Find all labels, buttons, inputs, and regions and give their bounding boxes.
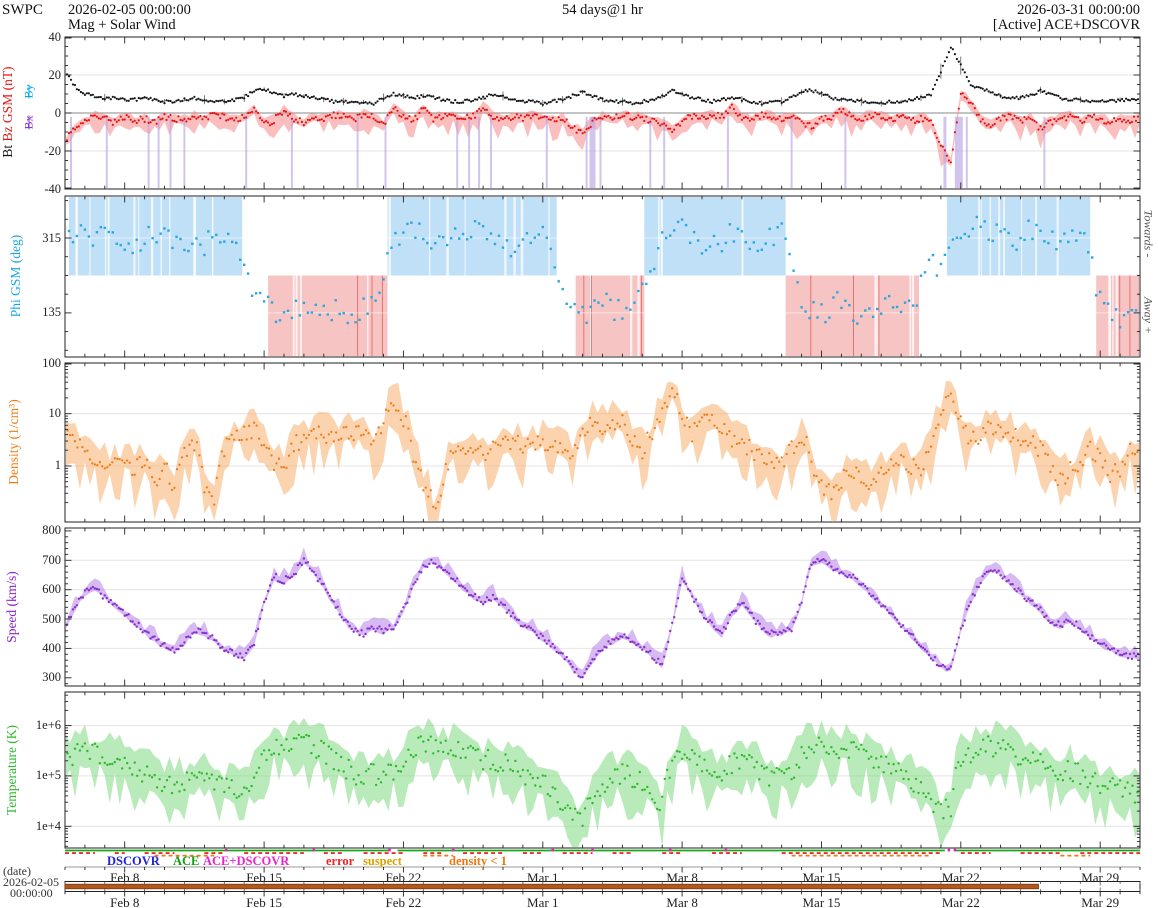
date-axis-label: (date) [3,864,31,878]
date-tick-label: Mar 1 [527,894,559,908]
panel-mag[interactable] [64,46,1141,188]
legend-item-dscovr[interactable]: DSCOVR [107,854,160,868]
y-tick-label: -20 [44,143,61,158]
y-tick-label: 20 [48,67,62,82]
y-tick-label: 500 [42,611,61,626]
legend-item-suspect: suspect [363,854,402,868]
date-tick-label: Mar 29 [1081,870,1120,885]
y-tick-label: 0 [54,105,61,120]
date-tick-label: Mar 29 [1081,894,1120,908]
footer-start-date: 2026-02-05 [3,875,59,889]
date-tick-label: Feb 15 [246,894,282,908]
legend-item-ace-dscovr[interactable]: ACE+DSCOVR [203,854,290,868]
y-tick-label: 1e+4 [35,818,61,833]
end-datetime: 2026-03-31 00:00:00 [1017,2,1140,18]
app-logo: SWPC [2,2,43,18]
y-tick-label: 300 [42,670,61,685]
panel-temperature[interactable] [64,717,1141,848]
date-tick-label: Feb 22 [385,894,422,908]
y-tick-label: 1 [54,458,61,473]
y-tick-label: 1e+5 [35,768,61,783]
date-tick-label: Mar 15 [802,894,841,908]
date-tick-label: Feb 8 [110,870,140,885]
y-tick-label: 400 [42,640,61,655]
date-tick-label: Mar 15 [802,870,841,885]
phi-away-label: Away + [1141,296,1156,335]
date-tick-label: Feb 8 [110,894,140,908]
y-tick-label: 10 [48,406,62,421]
date-tick-label: Mar 22 [941,870,980,885]
duration-label: 54 days@1 hr [561,2,643,18]
y-tick-label: 315 [42,230,61,245]
mag-axis-bz: Bz GSM (nT) [0,66,15,142]
legend-item-ace[interactable]: ACE [173,854,200,868]
footer-start-time: 00:00:00 [10,886,53,900]
date-tick-label: Mar 22 [941,894,980,908]
plot-title: Mag + Solar Wind [68,17,176,33]
panel-phi[interactable] [64,197,1141,356]
date-tick-label: Feb 15 [246,870,282,885]
time-range-bar[interactable] [64,883,1039,890]
date-tick-label: Mar 1 [527,870,559,885]
date-tick-label: Feb 22 [385,870,422,885]
y-tick-label: 135 [42,305,61,320]
start-datetime: 2026-02-05 00:00:00 [68,2,191,18]
date-tick-label: Mar 8 [666,894,698,908]
y-tick-label: 700 [42,552,61,567]
y-tick-label: 40 [48,29,62,44]
y-tick-label: 1e+6 [35,718,61,733]
y-tick-label: 800 [42,523,61,538]
y-tick-label: 100 [42,355,61,370]
y-tick-label: -40 [44,181,61,196]
source-status: [Active] ACE+DSCOVR [992,17,1140,33]
panel-speed[interactable] [64,547,1141,679]
legend-item-error: error [326,854,355,868]
date-tick-label: Mar 8 [666,870,698,885]
y-tick-label: 600 [42,582,61,597]
legend-item-low-density: density < 1 [449,854,507,868]
panel-density[interactable] [64,381,1141,521]
